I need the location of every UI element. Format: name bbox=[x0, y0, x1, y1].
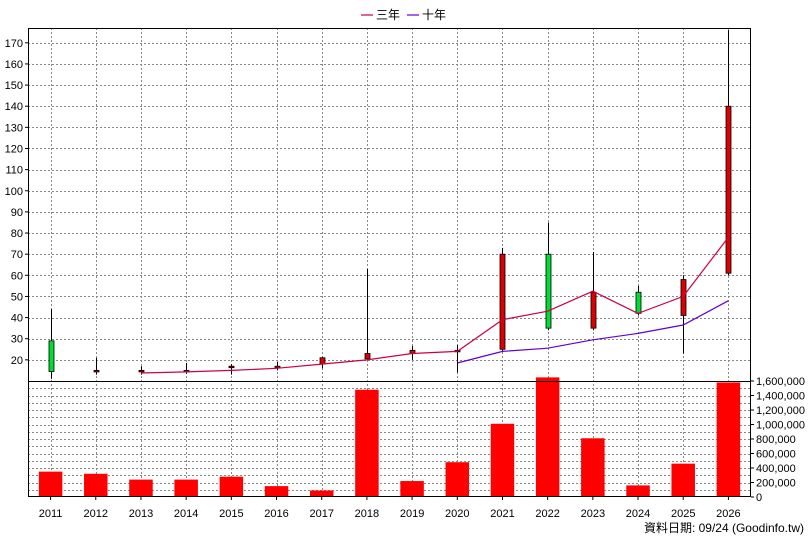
data-date-credit: 資料日期: 09/24 (Goodinfo.tw) bbox=[644, 521, 804, 535]
volume-bar bbox=[219, 476, 244, 497]
candle-body bbox=[590, 291, 597, 329]
line-3yr bbox=[140, 236, 729, 374]
volume-bar bbox=[355, 389, 379, 497]
candle-body bbox=[545, 253, 552, 329]
moving-average-lines bbox=[140, 236, 729, 374]
candle-body bbox=[635, 291, 642, 314]
legend-label-3yr: 三年 bbox=[376, 8, 400, 22]
price-tick-label: 100 bbox=[5, 186, 23, 198]
volume-bar bbox=[490, 423, 515, 497]
price-tick-label: 50 bbox=[11, 291, 23, 303]
price-tick-label: 170 bbox=[5, 38, 23, 50]
volume-bar bbox=[671, 463, 695, 497]
year-tick-label: 2024 bbox=[626, 508, 650, 520]
candle-body bbox=[228, 365, 235, 369]
volume-bar bbox=[445, 462, 470, 497]
candle-body bbox=[93, 370, 100, 373]
volume-tick-label: 200,000 bbox=[756, 478, 796, 490]
volume-tick-label: 800,000 bbox=[756, 434, 796, 446]
legend-label-10yr: 十年 bbox=[422, 8, 446, 22]
volume-bar bbox=[626, 485, 650, 497]
volume-bars bbox=[38, 377, 741, 497]
candle-body bbox=[364, 353, 371, 360]
candle-body bbox=[319, 357, 326, 365]
year-tick-label: 2015 bbox=[219, 508, 243, 520]
volume-bar bbox=[400, 481, 424, 497]
year-tick-label: 2020 bbox=[445, 508, 469, 520]
candlesticks bbox=[48, 30, 732, 379]
candle-body bbox=[48, 340, 55, 372]
volume-tick-label: 1,000,000 bbox=[756, 420, 805, 432]
volume-tick-label: 1,200,000 bbox=[756, 405, 805, 417]
price-tick-label: 140 bbox=[5, 101, 23, 113]
volume-bar bbox=[581, 438, 605, 497]
volume-bar bbox=[716, 382, 741, 497]
price-tick-label: 60 bbox=[11, 270, 23, 282]
volume-bar bbox=[84, 473, 108, 497]
price-tick-label: 160 bbox=[5, 59, 23, 71]
axes: 20 30 40 50 60 70 80 90 100 110 120 130 140 150 160 170… bbox=[5, 28, 805, 520]
price-tick-label: 150 bbox=[5, 80, 23, 92]
volume-tick-label: 0 bbox=[756, 492, 762, 504]
candle-body bbox=[138, 370, 145, 373]
volume-bar bbox=[174, 479, 198, 497]
price-tick-label: 70 bbox=[11, 249, 23, 261]
price-tick-label: 80 bbox=[11, 228, 23, 240]
candle-body bbox=[725, 105, 732, 274]
grid bbox=[28, 28, 751, 497]
price-tick-label: 130 bbox=[5, 122, 23, 134]
plot-frame bbox=[28, 28, 751, 497]
volume-tick-label: 400,000 bbox=[756, 463, 796, 475]
volume-bar bbox=[309, 490, 334, 497]
year-tick-label: 2014 bbox=[174, 508, 198, 520]
volume-tick-label: 1,600,000 bbox=[756, 376, 805, 388]
year-tick-label: 2011 bbox=[39, 508, 63, 520]
price-tick-label: 110 bbox=[5, 165, 23, 177]
volume-tick-label: 600,000 bbox=[756, 449, 796, 461]
legend: 三年 十年 bbox=[361, 8, 446, 22]
price-tick-label: 90 bbox=[11, 207, 23, 219]
year-tick-label: 2017 bbox=[309, 508, 333, 520]
volume-bar bbox=[535, 377, 560, 497]
price-tick-label: 20 bbox=[11, 355, 23, 367]
line-10yr bbox=[457, 300, 729, 364]
year-tick-label: 2013 bbox=[129, 508, 153, 520]
year-tick-label: 2026 bbox=[716, 508, 740, 520]
year-tick-label: 2023 bbox=[581, 508, 605, 520]
year-tick-label: 2018 bbox=[355, 508, 379, 520]
year-tick-label: 2019 bbox=[400, 508, 424, 520]
year-tick-label: 2016 bbox=[264, 508, 288, 520]
volume-bar bbox=[264, 486, 289, 497]
year-tick-label: 2025 bbox=[671, 508, 695, 520]
price-tick-label: 40 bbox=[11, 313, 23, 325]
volume-bar bbox=[129, 479, 153, 497]
year-tick-label: 2022 bbox=[535, 508, 559, 520]
year-tick-label: 2021 bbox=[490, 508, 514, 520]
candle-body bbox=[499, 253, 506, 350]
volume-bar bbox=[38, 471, 63, 497]
price-tick-label: 120 bbox=[5, 143, 23, 155]
price-tick-label: 30 bbox=[11, 334, 23, 346]
volume-tick-label: 1,400,000 bbox=[756, 391, 805, 403]
year-tick-label: 2012 bbox=[84, 508, 108, 520]
